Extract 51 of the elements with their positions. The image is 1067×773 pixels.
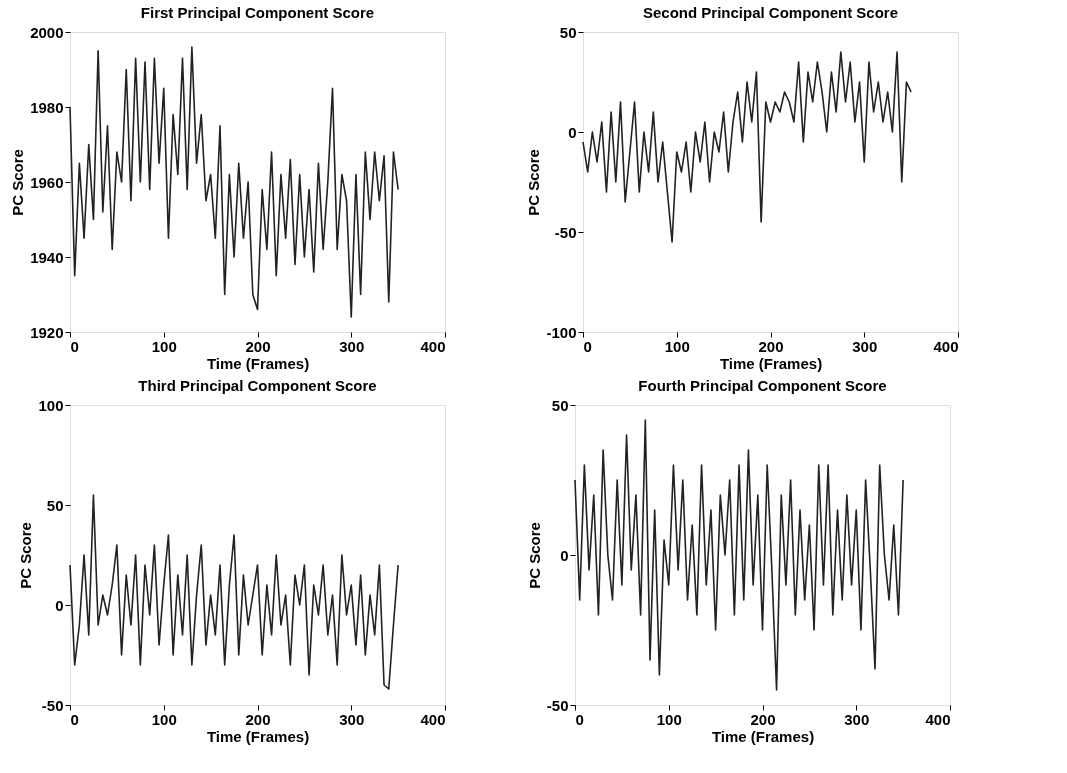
y-tick-label: 50 xyxy=(559,23,577,41)
y-tick-label: 1960 xyxy=(30,173,64,191)
y-tick-label: 0 xyxy=(55,596,64,614)
x-tick-label: 400 xyxy=(420,710,446,728)
x-axis-title: Time (Frames) xyxy=(711,727,815,745)
x-tick-label: 400 xyxy=(933,337,959,355)
x-tick-label: 0 xyxy=(70,337,79,355)
y-tick-label: 50 xyxy=(551,396,569,414)
y-axis-title: PC Score xyxy=(17,522,35,589)
x-tick-label: 200 xyxy=(245,337,271,355)
chart-title: Second Principal Component Score xyxy=(642,4,899,21)
x-tick-label: 300 xyxy=(844,710,870,728)
y-tick-label: -50 xyxy=(41,696,64,714)
y-tick-label: 2000 xyxy=(30,23,64,41)
x-tick-label: 200 xyxy=(750,710,776,728)
y-axis-title: PC Score xyxy=(525,522,543,589)
x-tick-label: 200 xyxy=(758,337,784,355)
chart-title: Fourth Principal Component Score xyxy=(638,377,887,394)
line-series xyxy=(69,494,399,690)
y-axis-title: PC Score xyxy=(9,149,27,216)
y-tick-label: 1920 xyxy=(30,323,64,341)
x-axis-title: Time (Frames) xyxy=(719,354,823,372)
x-tick-label: 0 xyxy=(70,710,79,728)
x-tick-label: 0 xyxy=(583,337,592,355)
y-tick-label: 50 xyxy=(46,496,64,514)
line-series xyxy=(582,51,912,243)
x-tick-label: 100 xyxy=(151,710,177,728)
x-tick-label: 400 xyxy=(420,337,446,355)
y-axis-title: PC Score xyxy=(525,149,543,216)
y-tick-label: 0 xyxy=(568,123,577,141)
y-tick-label: 1940 xyxy=(30,248,64,266)
y-tick-label: -100 xyxy=(546,323,577,341)
x-tick-label: 300 xyxy=(339,337,365,355)
y-tick-label: -50 xyxy=(554,223,577,241)
line-series xyxy=(574,419,904,691)
x-tick-label: 400 xyxy=(925,710,951,728)
x-tick-label: 200 xyxy=(245,710,271,728)
x-axis-title: Time (Frames) xyxy=(206,354,310,372)
y-tick-label: 0 xyxy=(560,546,569,564)
chart-title: Third Principal Component Score xyxy=(138,377,377,394)
x-tick-label: 300 xyxy=(339,710,365,728)
line-series xyxy=(69,46,399,318)
y-tick-label: 1980 xyxy=(30,98,64,116)
y-tick-label: -50 xyxy=(546,696,569,714)
x-tick-label: 100 xyxy=(664,337,690,355)
x-tick-label: 300 xyxy=(852,337,878,355)
y-tick-label: 100 xyxy=(38,396,64,414)
chart-title: First Principal Component Score xyxy=(140,4,375,21)
x-tick-label: 100 xyxy=(656,710,682,728)
x-tick-label: 100 xyxy=(151,337,177,355)
x-axis-title: Time (Frames) xyxy=(206,727,310,745)
